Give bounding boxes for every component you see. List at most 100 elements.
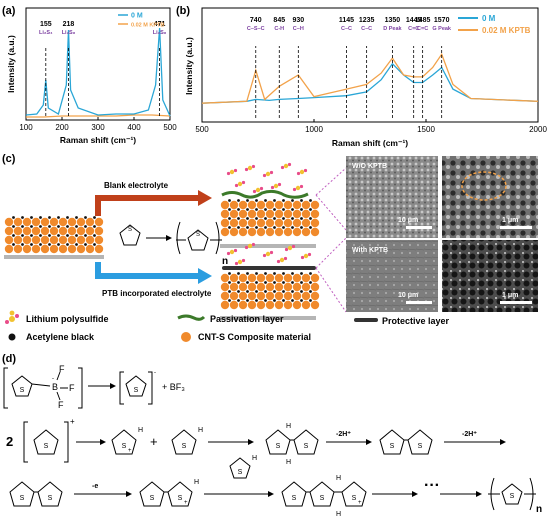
cnt-particle bbox=[31, 226, 41, 236]
cnt-particle bbox=[40, 244, 50, 254]
cnt-particle bbox=[247, 218, 257, 228]
acetylene-particle bbox=[291, 217, 294, 220]
cnt-particle bbox=[58, 235, 68, 245]
svg-text:-: - bbox=[52, 376, 54, 382]
cnt-particle bbox=[229, 291, 239, 301]
chart-A-ann-label-1: 218 bbox=[63, 21, 75, 28]
cnt-particle bbox=[247, 300, 257, 310]
cnt-particle bbox=[256, 300, 266, 310]
cnt-particle bbox=[58, 226, 68, 236]
svg-text:F: F bbox=[69, 383, 75, 393]
cnt-particle bbox=[238, 273, 248, 283]
acetylene-particle bbox=[264, 272, 267, 275]
cnt-particle bbox=[283, 291, 293, 301]
cnt-particle bbox=[265, 291, 275, 301]
cnt-particle bbox=[49, 217, 59, 227]
cnt-particle bbox=[283, 200, 293, 210]
acetylene-particle bbox=[21, 234, 24, 237]
acetylene-particle bbox=[264, 199, 267, 202]
acetylene-particle bbox=[48, 243, 51, 246]
cnt-particle bbox=[247, 282, 257, 292]
cnt-particle bbox=[265, 218, 275, 228]
cnt-particle bbox=[76, 235, 86, 245]
protective-layer-bottom bbox=[222, 266, 316, 270]
cnt-particle bbox=[310, 200, 320, 210]
cnt-particle bbox=[283, 227, 293, 237]
acetylene-particle bbox=[300, 226, 303, 229]
svg-text:S: S bbox=[48, 495, 53, 502]
acetylene-particle bbox=[273, 281, 276, 284]
acetylene-particle bbox=[228, 299, 231, 302]
legend-b-kptb: 0.02 M KPTB bbox=[482, 26, 531, 35]
acetylene-particle bbox=[84, 243, 87, 246]
cnt-particle bbox=[229, 209, 239, 219]
acetylene-particle bbox=[48, 216, 51, 219]
acetylene-particle bbox=[48, 225, 51, 228]
polymer-n-d: n bbox=[536, 504, 542, 515]
lithium-polysulfide bbox=[226, 248, 238, 256]
chart-B-ann-assign-4: C–C bbox=[361, 26, 372, 32]
acetylene-particle bbox=[291, 299, 294, 302]
lithium-polysulfide bbox=[234, 258, 246, 266]
lithium-polysulfide bbox=[292, 184, 304, 192]
cnt-particle bbox=[238, 300, 248, 310]
cnt-particle bbox=[292, 273, 302, 283]
acetylene-particle bbox=[255, 226, 258, 229]
chart-B-ann-label-4: 1235 bbox=[359, 17, 375, 24]
mech-row-3: S S -e S S H + S H S S S H H + ··· S bbox=[9, 455, 542, 518]
cnt-particle bbox=[229, 218, 239, 228]
lithium-polysulfide bbox=[244, 164, 256, 172]
panel-b-label: (b) bbox=[176, 5, 190, 17]
acetylene-particle bbox=[66, 234, 69, 237]
acetylene-particle bbox=[246, 281, 249, 284]
chart-B-series-1 bbox=[201, 52, 539, 104]
svg-text:F: F bbox=[59, 364, 65, 374]
acetylene-particle bbox=[255, 208, 258, 211]
acetylene-particle bbox=[21, 243, 24, 246]
acetylene-particle bbox=[291, 272, 294, 275]
cnt-particle bbox=[67, 217, 77, 227]
svg-text:S: S bbox=[418, 443, 423, 450]
svg-text:S: S bbox=[276, 443, 281, 450]
acetylene-particle bbox=[282, 226, 285, 229]
legend-b-0m: 0 M bbox=[482, 14, 496, 23]
acetylene-particle bbox=[282, 299, 285, 302]
cnt-particle bbox=[265, 273, 275, 283]
lithium-polysulfide bbox=[300, 252, 312, 260]
acetylene-particle bbox=[282, 281, 285, 284]
acetylene-particle bbox=[75, 225, 78, 228]
acetylene-particle bbox=[84, 216, 87, 219]
lithium-polysulfide bbox=[234, 180, 246, 188]
acetylene-particle bbox=[228, 208, 231, 211]
cnt-particle bbox=[22, 235, 32, 245]
legend-cnt: CNT-S Composite material bbox=[198, 332, 311, 342]
cnt-particle bbox=[283, 300, 293, 310]
cnt-particle bbox=[265, 282, 275, 292]
lithium-polysulfide bbox=[276, 256, 288, 264]
cnt-particle bbox=[274, 273, 284, 283]
legend-passivation: Passivation layer bbox=[210, 314, 284, 324]
cnt-particle bbox=[229, 300, 239, 310]
acetylene-particle bbox=[291, 208, 294, 211]
chart-b-xlabel: Raman shift (cm⁻¹) bbox=[332, 138, 408, 148]
acetylene-particle bbox=[228, 217, 231, 220]
svg-text:-: - bbox=[154, 370, 156, 376]
polysulfide-icon bbox=[5, 310, 19, 324]
acetylene-particle bbox=[30, 234, 33, 237]
cnt-particle bbox=[301, 227, 311, 237]
svg-text:10 μm: 10 μm bbox=[398, 292, 418, 299]
acetylene-particle bbox=[39, 225, 42, 228]
cnt-particle bbox=[67, 226, 77, 236]
svg-text:S: S bbox=[20, 495, 25, 502]
cnt-particle bbox=[292, 227, 302, 237]
acetylene-particle bbox=[228, 281, 231, 284]
acetylene-particle bbox=[30, 243, 33, 246]
acetylene-particle bbox=[300, 272, 303, 275]
chart-A-tick-label-1: 200 bbox=[55, 123, 69, 132]
acetylene-particle bbox=[57, 234, 60, 237]
acetylene-particle bbox=[75, 243, 78, 246]
chart-B-ann-label-2: 930 bbox=[292, 17, 304, 24]
acetylene-particle bbox=[237, 226, 240, 229]
acetylene-particle bbox=[66, 216, 69, 219]
acetylene-particle bbox=[246, 217, 249, 220]
